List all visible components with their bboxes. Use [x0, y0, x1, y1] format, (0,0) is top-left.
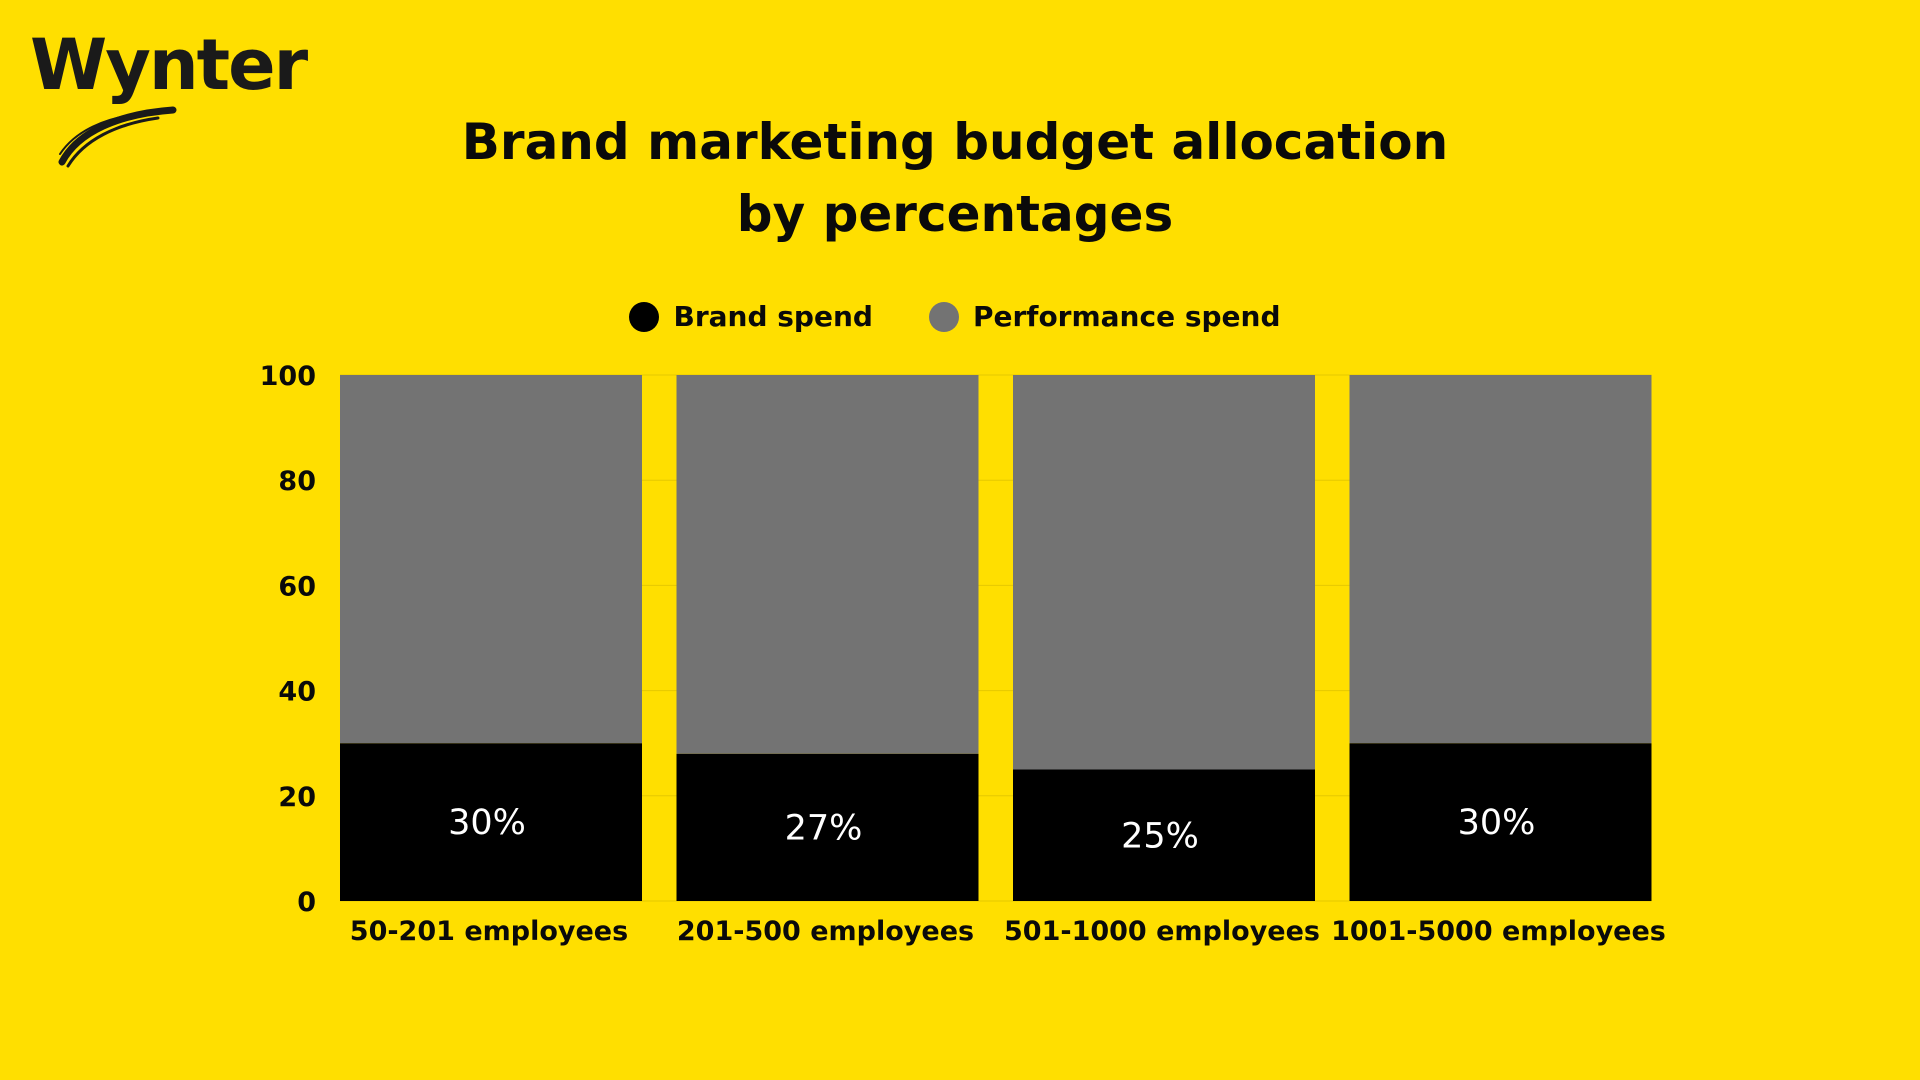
- data-label-brand-spend: 30%: [448, 803, 526, 843]
- y-tick-label: 20: [278, 782, 316, 813]
- bar-brand-spend-0: [340, 743, 642, 901]
- x-category-label: 501-1000 employees: [1004, 916, 1320, 947]
- x-category-label: 201-500 employees: [677, 916, 974, 947]
- y-tick-label: 40: [278, 677, 316, 708]
- data-label-brand-spend: 30%: [1458, 803, 1536, 843]
- legend-item-performance-spend: Performance spend: [928, 300, 1281, 333]
- y-tick-label: 60: [278, 571, 316, 602]
- bar-performance-spend-3: [1349, 375, 1652, 744]
- chart-legend: Brand spend Performance spend: [0, 300, 1910, 333]
- y-tick-label: 100: [260, 361, 316, 392]
- wynter-logo: Wynter: [30, 24, 310, 168]
- logo-text: Wynter: [30, 24, 308, 106]
- bar-performance-spend-0: [340, 375, 642, 744]
- legend-item-brand-spend: Brand spend: [629, 300, 873, 333]
- bar-brand-spend-1: [676, 753, 979, 901]
- chart-title-line-2: by percentages: [736, 185, 1174, 243]
- bar-brand-spend-2: [1013, 769, 1315, 901]
- x-category-label: 50-201 employees: [350, 916, 628, 947]
- data-label-brand-spend: 27%: [785, 808, 863, 848]
- chart-title: Brand marketing budget allocation by per…: [0, 106, 1910, 250]
- legend-label-performance-spend: Performance spend: [972, 300, 1281, 333]
- x-category-label: 1001-5000 employees: [1331, 916, 1666, 947]
- legend-swatch-brand-spend: [629, 301, 660, 332]
- legend-label-brand-spend: Brand spend: [673, 300, 873, 333]
- y-tick-label: 80: [278, 466, 316, 497]
- chart-title-line-1: Brand marketing budget allocation: [461, 113, 1449, 171]
- bar-brand-spend-3: [1349, 743, 1652, 901]
- brush-swoosh-icon: [58, 106, 177, 168]
- bar-performance-spend-1: [676, 375, 979, 754]
- bar-performance-spend-2: [1013, 375, 1315, 770]
- legend-swatch-performance-spend: [928, 301, 959, 332]
- y-tick-label: 0: [297, 887, 316, 918]
- data-label-brand-spend: 25%: [1121, 816, 1199, 856]
